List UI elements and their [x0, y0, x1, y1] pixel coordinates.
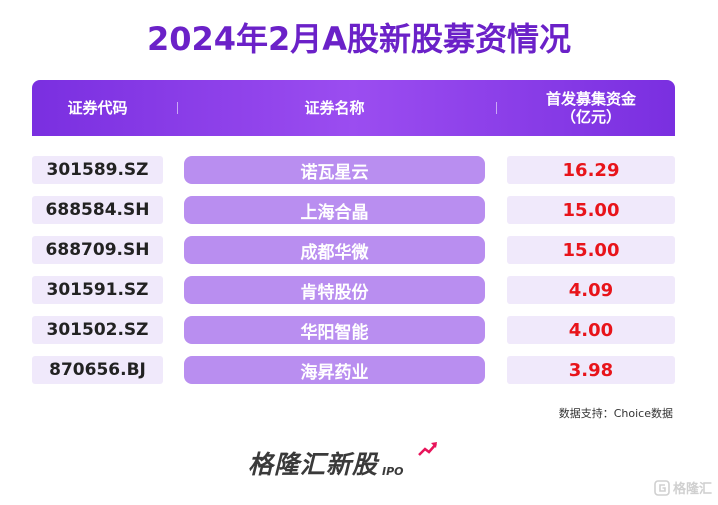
cell-code: 301591.SZ — [32, 276, 163, 304]
table-row: 301589.SZ 诺瓦星云 16.29 — [32, 154, 675, 194]
header-amount: 首发募集资金 （亿元） — [507, 80, 675, 136]
rising-arrow-icon — [418, 442, 437, 456]
cell-name: 上海合晶 — [184, 196, 485, 224]
cell-amount: 4.00 — [507, 316, 675, 344]
header-divider — [177, 102, 178, 114]
brand-ipo-label: IPO — [382, 465, 404, 478]
table-row: 301591.SZ 肯特股份 4.09 — [32, 274, 675, 314]
header-divider — [496, 102, 497, 114]
table-row: 688709.SH 成都华微 15.00 — [32, 234, 675, 274]
brand-logo: 格隆汇新股 IPO — [248, 442, 437, 481]
table-row: 301502.SZ 华阳智能 4.00 — [32, 314, 675, 354]
cell-name: 海昇药业 — [184, 356, 485, 384]
cell-name: 华阳智能 — [184, 316, 485, 344]
cell-amount: 15.00 — [507, 196, 675, 224]
cell-name: 肯特股份 — [184, 276, 485, 304]
table-row: 688584.SH 上海合晶 15.00 — [32, 194, 675, 234]
table-body: 301589.SZ 诺瓦星云 16.29 688584.SH 上海合晶 15.0… — [32, 154, 675, 394]
cell-name: 诺瓦星云 — [184, 156, 485, 184]
header-name: 证券名称 — [304, 99, 365, 117]
watermark-text: 格隆汇 — [672, 482, 712, 497]
page-title: 2024年2月A股新股募资情况 — [146, 20, 572, 58]
cell-amount: 4.09 — [507, 276, 675, 304]
cell-amount: 15.00 — [507, 236, 675, 264]
table-header: 证券代码 证券名称 首发募集资金 （亿元） — [32, 80, 675, 136]
header-amount-line1: 首发募集资金 — [545, 90, 636, 108]
data-source-note: 数据支持：Choice数据 — [558, 407, 673, 420]
gelonghui-logo-icon — [654, 479, 670, 496]
cell-code: 301502.SZ — [32, 316, 163, 344]
cell-code: 688584.SH — [32, 196, 163, 224]
table-row: 870656.BJ 海昇药业 3.98 — [32, 354, 675, 394]
header-code: 证券代码 — [67, 99, 128, 117]
cell-code: 688709.SH — [32, 236, 163, 264]
header-amount-line2: （亿元） — [560, 108, 621, 126]
brand-name: 格隆汇新股 — [248, 450, 379, 479]
cell-name: 成都华微 — [184, 236, 485, 264]
watermark: 格隆汇 — [654, 478, 712, 497]
cell-code: 870656.BJ — [32, 356, 163, 384]
cell-code: 301589.SZ — [32, 156, 163, 184]
cell-amount: 3.98 — [507, 356, 675, 384]
cell-amount: 16.29 — [507, 156, 675, 184]
